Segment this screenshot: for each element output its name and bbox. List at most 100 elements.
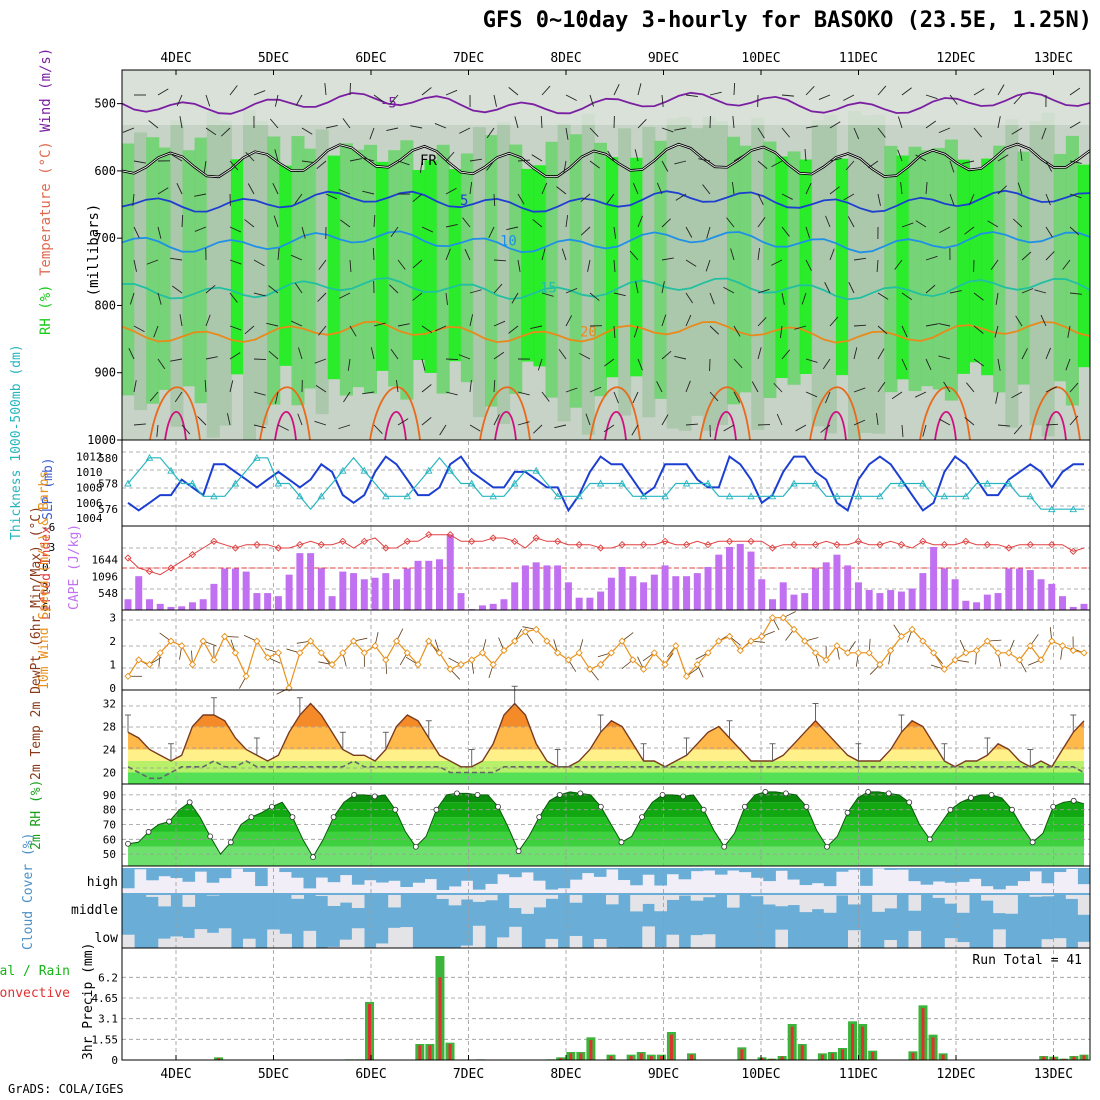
low-cloud-gap	[206, 932, 220, 948]
wind-barb	[565, 387, 578, 393]
wind-barb	[301, 127, 313, 135]
high-cloud	[1017, 868, 1030, 882]
thickness-marker	[1026, 492, 1035, 500]
middle-cloud-gap	[763, 895, 776, 905]
precip-convective-bar	[669, 1034, 673, 1060]
wind-barb	[925, 182, 928, 195]
wind-barb	[157, 88, 169, 96]
wind-marker	[231, 649, 240, 657]
wind-marker	[747, 637, 755, 645]
cape-bar	[124, 599, 132, 610]
low-cloud-gap	[545, 938, 559, 948]
wind-marker	[940, 665, 948, 673]
wind-barb	[554, 424, 567, 429]
wind-barb	[229, 226, 242, 233]
middle-cloud-gap	[1077, 895, 1091, 915]
wind-barb	[133, 325, 145, 333]
middle-cloud-gap	[388, 895, 401, 908]
cape-bar	[317, 568, 325, 610]
cape-bar	[371, 577, 379, 610]
wind-barb	[458, 354, 471, 360]
wind-marker	[833, 642, 841, 650]
y-axis-label-part: RH (%)	[38, 284, 54, 335]
wind-barb	[373, 214, 376, 228]
wind-barb	[362, 391, 375, 395]
wind-barb	[705, 259, 711, 272]
wind-barb	[580, 226, 591, 236]
y-axis-label-right: CAPE (J/kg)	[67, 524, 82, 610]
middle-cloud-gap	[533, 895, 546, 908]
rh-shade	[799, 159, 813, 374]
cape-bar	[145, 599, 153, 610]
wind-barb	[949, 193, 955, 206]
high-cloud	[485, 868, 498, 884]
wind-barb	[205, 314, 211, 327]
cape-bar	[296, 553, 304, 610]
wind-barb	[157, 292, 162, 305]
thickness-marker	[854, 492, 863, 500]
rh-marker	[1050, 803, 1057, 810]
wind-barb	[1045, 251, 1055, 261]
wind-marker	[1015, 656, 1024, 664]
wind-barb	[829, 186, 840, 195]
li-marker	[231, 544, 240, 552]
high-cloud	[1005, 868, 1018, 886]
low-cloud-gap	[1041, 939, 1055, 948]
high-cloud	[424, 868, 438, 880]
wind-barb	[994, 325, 999, 338]
wind-barb	[603, 424, 615, 433]
li-marker	[210, 537, 218, 545]
cape-bar	[758, 579, 766, 610]
wind-barb	[987, 220, 999, 228]
wind-barb	[589, 127, 599, 138]
high-cloud	[823, 868, 837, 887]
wind-barb	[845, 160, 855, 171]
low-cloud-gap	[497, 937, 510, 948]
wind-barb	[829, 316, 839, 327]
wind-barb	[773, 382, 783, 393]
cape-bar	[747, 551, 755, 610]
wind-barb	[661, 314, 667, 327]
wind-barb	[733, 82, 736, 96]
rh-marker	[741, 803, 748, 810]
cape-bar	[1005, 568, 1013, 610]
slp-line	[127, 455, 1084, 513]
y-tick-label: 1	[109, 659, 116, 672]
wind-barb	[294, 282, 303, 294]
high-cloud	[134, 868, 147, 870]
wind-barb	[637, 358, 643, 371]
high-cloud	[932, 868, 946, 882]
middle-cloud-gap	[654, 895, 667, 912]
wind-barb	[781, 193, 793, 200]
cape-bar	[231, 568, 239, 610]
wind-barb	[133, 226, 140, 239]
panel-frames	[121, 69, 1091, 1061]
date-label-top: 13DEC	[1034, 51, 1073, 66]
wind-barb	[877, 193, 881, 206]
rh-shade	[1053, 154, 1067, 382]
wind-barb	[325, 124, 338, 129]
high-cloud	[1077, 868, 1091, 885]
wind-barb	[462, 217, 471, 228]
rh-shade	[690, 128, 704, 416]
wind-marker	[317, 649, 325, 657]
wind-barb	[347, 358, 351, 371]
middle-cloud-gap	[751, 895, 764, 897]
middle-cloud-gap	[315, 895, 329, 897]
rh-shade	[291, 136, 305, 406]
cape-bar	[661, 565, 669, 610]
rh-shade	[170, 119, 184, 427]
rh-marker	[824, 843, 830, 850]
cape-bar	[683, 576, 691, 610]
wind-marker	[639, 665, 648, 673]
wind-barb	[493, 94, 497, 107]
cape-bar	[489, 603, 497, 610]
wind-barb	[244, 325, 255, 335]
wind-barb	[964, 417, 975, 426]
wind-barb	[317, 292, 327, 302]
cape-bar	[339, 571, 347, 610]
wind-barb	[274, 149, 279, 162]
middle-cloud-gap	[182, 895, 196, 907]
isotherm-label: 5	[460, 193, 468, 209]
